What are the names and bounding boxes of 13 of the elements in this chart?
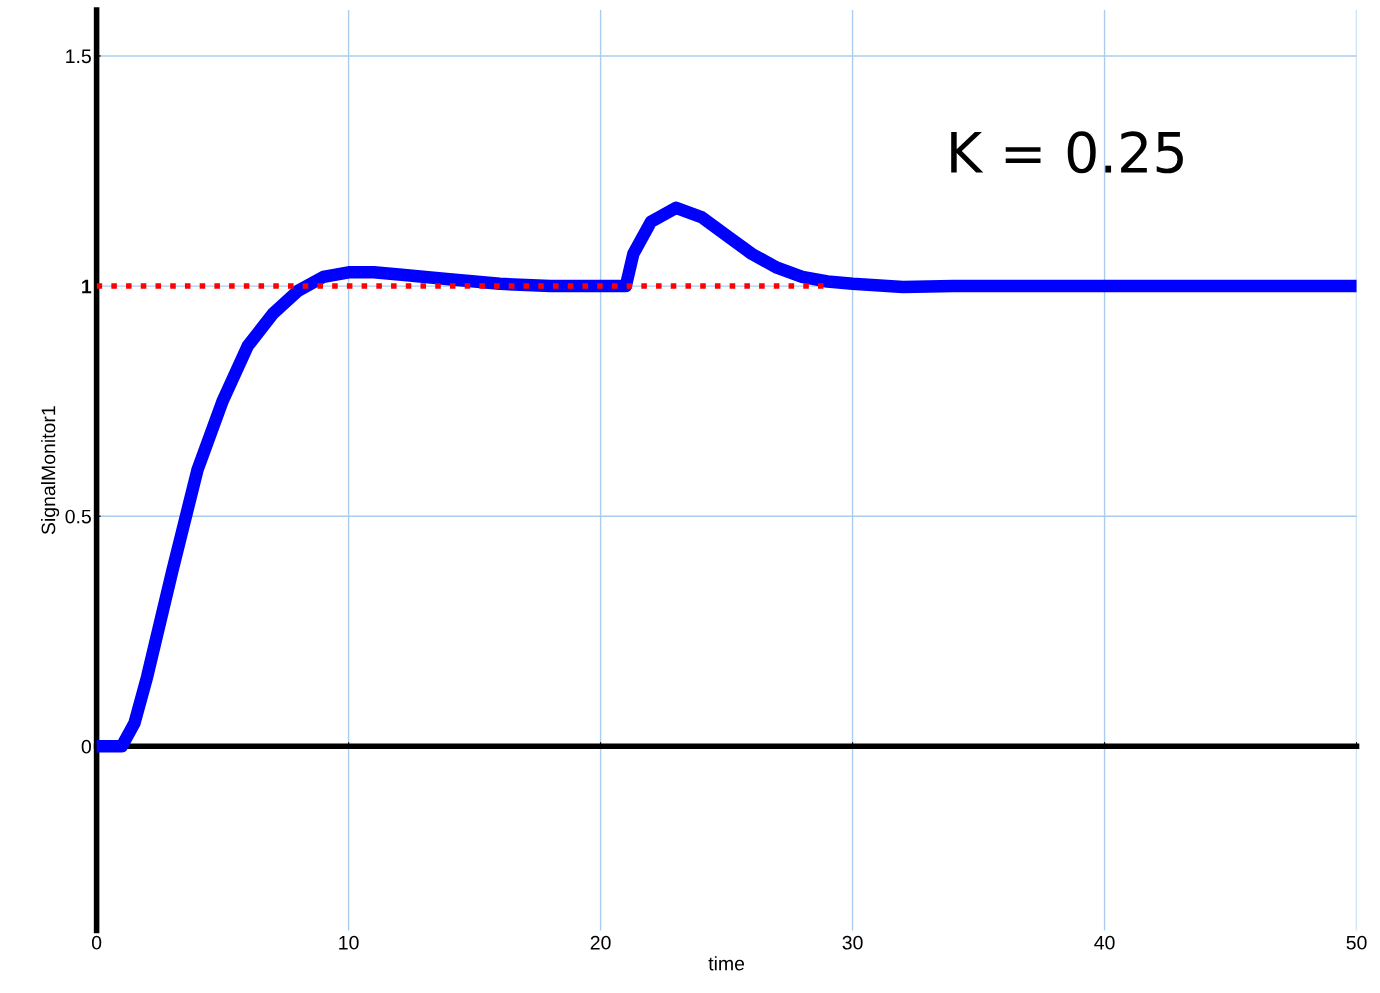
- y-tick-label: 1.5: [66, 49, 91, 64]
- x-tick-label: 40: [1094, 935, 1115, 950]
- x-tick-label: 10: [339, 935, 359, 950]
- y-tick-label: 0: [81, 739, 91, 754]
- x-tick-label: 50: [1346, 935, 1367, 950]
- x-axis-title: time: [708, 956, 745, 971]
- annotation: K = 0.25: [951, 131, 1183, 174]
- x-tick-label: 30: [842, 935, 863, 950]
- y-tick-label: 1: [82, 279, 92, 294]
- y-axis-title: SignalMonitor1: [41, 406, 60, 535]
- x-tick-label: 0: [91, 935, 102, 950]
- y-tick-label: 0.5: [65, 509, 91, 524]
- x-tick-label: 20: [590, 935, 611, 950]
